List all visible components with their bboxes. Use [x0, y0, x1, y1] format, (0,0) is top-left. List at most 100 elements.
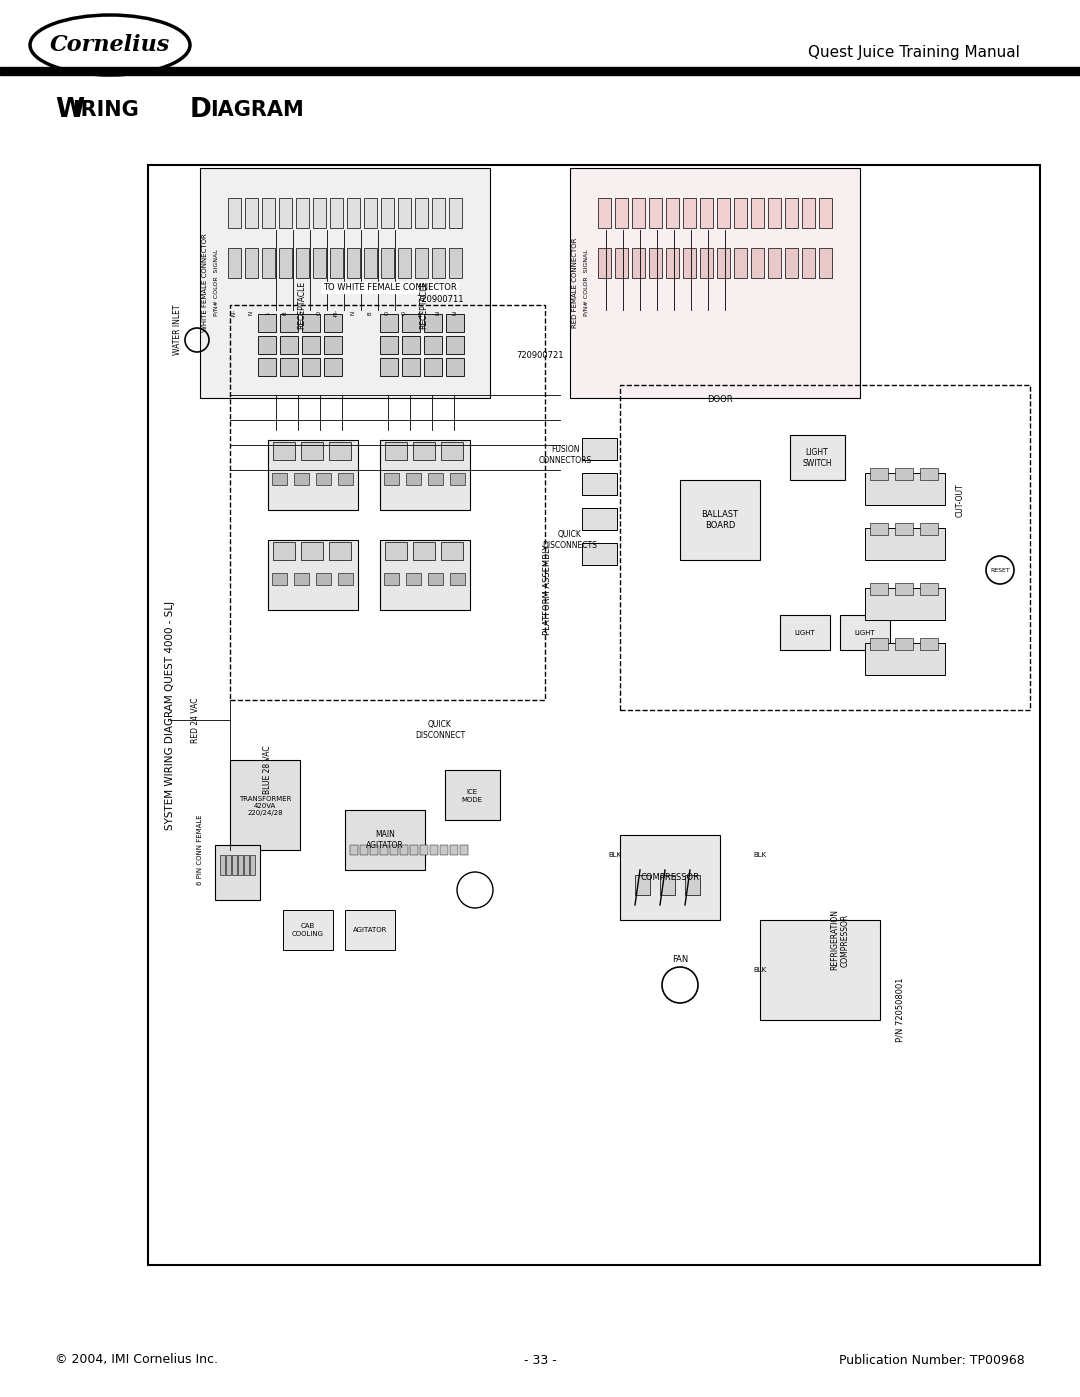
Text: TRANSFORMER
420VA
220/24/28: TRANSFORMER 420VA 220/24/28 [239, 796, 292, 816]
Text: O: O [316, 312, 322, 316]
Bar [717, 198, 730, 228]
Bar [446, 358, 464, 376]
Bar [360, 845, 368, 855]
Bar [215, 845, 260, 900]
Bar [402, 337, 420, 353]
Text: LIGHT: LIGHT [854, 630, 876, 636]
Bar [700, 249, 713, 278]
Bar [802, 198, 815, 228]
Bar [802, 249, 815, 278]
Bar [380, 541, 470, 610]
Bar [598, 198, 611, 228]
Bar [865, 588, 945, 620]
Text: CAB
COOLING: CAB COOLING [292, 923, 324, 936]
Bar [380, 440, 470, 510]
Text: B: B [367, 312, 373, 314]
Text: 720900711: 720900711 [416, 296, 463, 305]
Bar [428, 573, 443, 585]
Text: -N-: -N- [231, 309, 237, 317]
Bar [338, 573, 353, 585]
Bar [390, 845, 399, 855]
Bar [420, 845, 428, 855]
Bar [666, 198, 679, 228]
Bar [226, 855, 231, 875]
Bar [345, 810, 426, 870]
Bar [870, 522, 888, 535]
Bar [220, 855, 225, 875]
Text: ICE
MODE: ICE MODE [461, 789, 483, 802]
Bar [148, 165, 1040, 1266]
Text: WATER INLET: WATER INLET [174, 305, 183, 355]
Bar [294, 474, 309, 485]
Bar [785, 198, 798, 228]
Bar [279, 198, 292, 228]
Bar [450, 573, 465, 585]
Bar [230, 760, 300, 849]
Bar [406, 474, 421, 485]
Bar [582, 474, 617, 495]
Text: N: N [453, 312, 458, 316]
Text: N: N [435, 312, 441, 316]
Bar [768, 198, 781, 228]
Text: 720900721: 720900721 [516, 351, 564, 359]
Text: WHITE FEMALE CONNECTOR: WHITE FEMALE CONNECTOR [202, 233, 208, 332]
Bar [279, 249, 292, 278]
Text: CUT-OUT: CUT-OUT [956, 483, 964, 517]
Bar [428, 474, 443, 485]
Bar [313, 249, 326, 278]
Text: 6 PIN CONN FEMALE: 6 PIN CONN FEMALE [197, 814, 203, 886]
Bar [258, 314, 276, 332]
Bar [920, 583, 939, 595]
Bar [238, 855, 243, 875]
Bar [228, 198, 241, 228]
Bar [402, 358, 420, 376]
Text: P/N# COLOR  SIGNAL: P/N# COLOR SIGNAL [583, 250, 589, 316]
Bar [316, 573, 330, 585]
Bar [649, 198, 662, 228]
Bar [441, 441, 463, 460]
Bar [840, 615, 890, 650]
Bar [268, 440, 357, 510]
Bar [413, 441, 435, 460]
Text: COMPRESSOR: COMPRESSOR [640, 873, 700, 883]
Bar [228, 249, 241, 278]
Bar [370, 845, 378, 855]
Bar [400, 845, 408, 855]
Bar [446, 314, 464, 332]
Bar [380, 337, 399, 353]
Text: PLATFORM ASSEMBLY: PLATFORM ASSEMBLY [543, 545, 553, 636]
Bar [244, 855, 249, 875]
Text: BLK: BLK [754, 967, 767, 972]
Bar [780, 615, 831, 650]
Bar [296, 249, 309, 278]
Bar [262, 198, 275, 228]
Bar [280, 358, 298, 376]
Bar [380, 845, 388, 855]
Text: TO WHITE FEMALE CONNECTOR: TO WHITE FEMALE CONNECTOR [323, 284, 457, 292]
Bar [445, 770, 500, 820]
Text: O: O [402, 312, 406, 316]
Bar [345, 909, 395, 950]
Text: RED 24 VAC: RED 24 VAC [190, 697, 200, 743]
Bar [272, 573, 287, 585]
Bar [615, 198, 627, 228]
Bar [865, 528, 945, 560]
Bar [717, 249, 730, 278]
Text: RECEPTACLE: RECEPTACLE [297, 281, 307, 330]
Bar [683, 198, 696, 228]
Text: IRING: IRING [73, 101, 146, 120]
Bar [449, 198, 462, 228]
Bar [615, 249, 627, 278]
Bar [632, 198, 645, 228]
Bar [570, 168, 860, 398]
Text: N: N [248, 312, 254, 316]
Bar [296, 198, 309, 228]
Text: SYSTEM WIRING DIAGRAM QUEST 4000 - SLJ: SYSTEM WIRING DIAGRAM QUEST 4000 - SLJ [165, 601, 175, 830]
Bar [347, 249, 360, 278]
Bar [280, 314, 298, 332]
Text: O: O [384, 312, 390, 316]
Bar [632, 249, 645, 278]
Bar [440, 845, 448, 855]
Bar [384, 573, 399, 585]
Bar [232, 855, 237, 875]
